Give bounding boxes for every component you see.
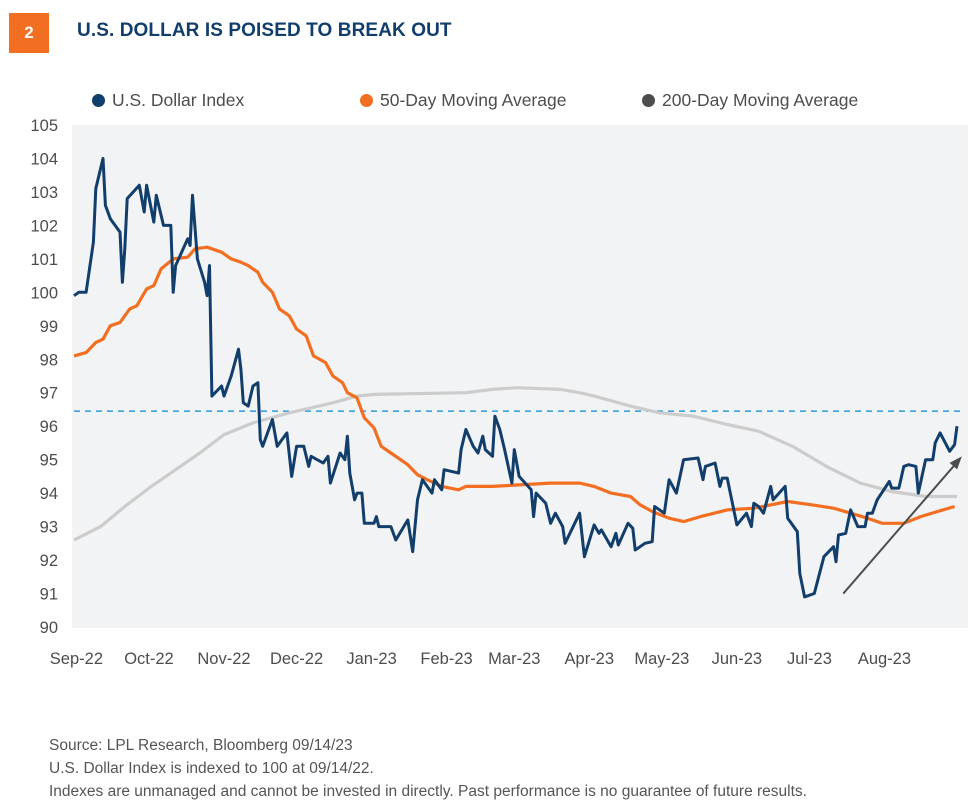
- disclaimer-note: Indexes are unmanaged and cannot be inve…: [49, 783, 807, 800]
- y-tick-label: 90: [40, 619, 58, 637]
- y-tick-label: 105: [30, 117, 58, 135]
- x-tick-label: Feb-23: [420, 650, 472, 668]
- x-axis: Sep-22 Oct-22 Nov-22 Dec-22 Jan-23 Feb-23 Mar-…: [50, 650, 911, 668]
- x-tick-label: Jul-23: [787, 650, 832, 668]
- 200-day-ma-line: [73, 386, 957, 542]
- y-tick-label: 92: [40, 552, 58, 570]
- legend-item-dollar-index: U.S. Dollar Index: [92, 90, 360, 111]
- x-tick-label: Apr-23: [565, 650, 615, 668]
- legend-marker-icon: [360, 94, 373, 107]
- x-tick-label: Mar-23: [488, 650, 540, 668]
- chart-title: U.S. DOLLAR IS POISED TO BREAK OUT: [77, 20, 452, 41]
- plot-area: [72, 125, 968, 628]
- legend-label: 200-Day Moving Average: [662, 90, 859, 110]
- legend: U.S. Dollar Index 50-Day Moving Average …: [92, 90, 858, 111]
- legend-label: U.S. Dollar Index: [112, 90, 245, 110]
- y-tick-label: 99: [40, 318, 58, 336]
- legend-item-50-day-ma: 50-Day Moving Average: [360, 90, 642, 111]
- y-tick-label: 103: [30, 184, 58, 202]
- y-tick-label: 91: [40, 586, 58, 604]
- x-tick-label: May-23: [634, 650, 689, 668]
- x-tick-label: Sep-22: [50, 650, 103, 668]
- y-tick-label: 93: [40, 519, 58, 537]
- x-tick-label: Jun-23: [712, 650, 762, 668]
- y-tick-label: 100: [30, 284, 58, 302]
- y-tick-label: 94: [40, 485, 58, 503]
- y-tick-label: 98: [40, 351, 58, 369]
- trend-arrow-line: [842, 460, 959, 595]
- chart-number-badge: 2: [9, 13, 49, 53]
- x-tick-label: Dec-22: [270, 650, 323, 668]
- series-lines: [73, 157, 962, 599]
- x-tick-label: Aug-23: [858, 650, 911, 668]
- x-tick-label: Oct-22: [124, 650, 174, 668]
- y-tick-label: 96: [40, 418, 58, 436]
- y-tick-label: 104: [30, 150, 58, 168]
- index-note: U.S. Dollar Index is indexed to 100 at 0…: [49, 760, 374, 777]
- legend-marker-icon: [642, 94, 655, 107]
- source-note: Source: LPL Research, Bloomberg 09/14/23: [49, 737, 353, 754]
- x-tick-label: Nov-22: [197, 650, 250, 668]
- footnotes: Source: LPL Research, Bloomberg 09/14/23…: [49, 734, 807, 803]
- y-axis: 90 91 92 93 94 95 96 97 98 99 100 101 102 103 104 105: [30, 117, 58, 637]
- y-tick-label: 95: [40, 452, 58, 470]
- arrowhead-icon: [949, 456, 962, 470]
- dollar-index-line: [73, 157, 959, 599]
- legend-item-200-day-ma: 200-Day Moving Average: [642, 90, 858, 111]
- x-tick-label: Jan-23: [346, 650, 396, 668]
- legend-label: 50-Day Moving Average: [380, 90, 567, 110]
- y-tick-label: 102: [30, 217, 58, 235]
- legend-marker-icon: [92, 94, 105, 107]
- y-tick-label: 97: [40, 385, 58, 403]
- y-tick-label: 101: [30, 251, 58, 269]
